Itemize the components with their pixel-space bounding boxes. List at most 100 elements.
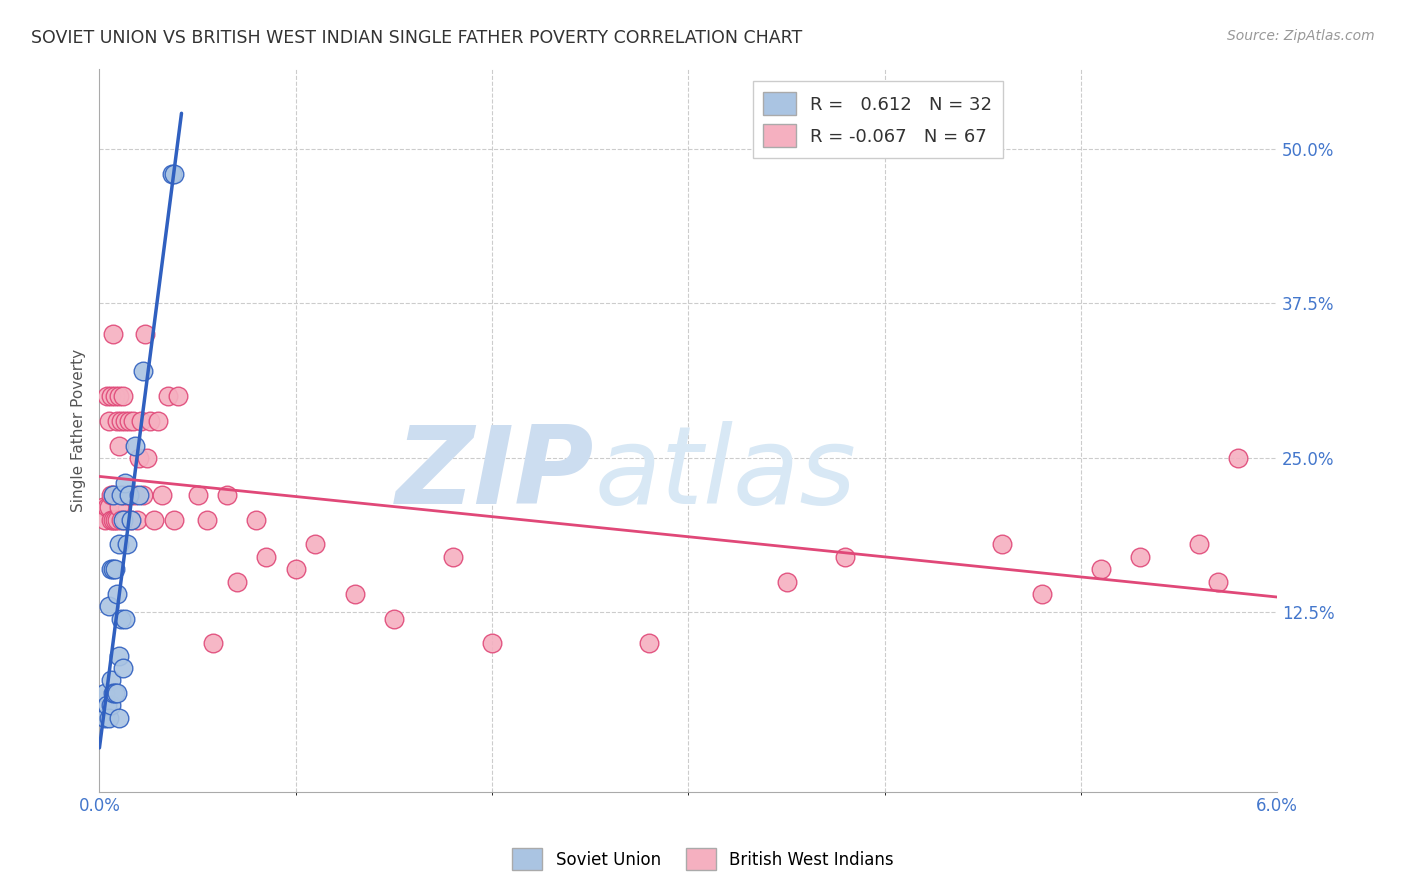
Point xyxy=(94,710,117,724)
Text: Source: ZipAtlas.com: Source: ZipAtlas.com xyxy=(1227,29,1375,43)
Point xyxy=(481,636,503,650)
Point xyxy=(118,414,141,428)
Text: ZIP: ZIP xyxy=(395,420,595,526)
Point xyxy=(111,488,134,502)
Point xyxy=(104,513,127,527)
Point xyxy=(304,537,326,551)
Point xyxy=(124,439,146,453)
Point xyxy=(111,661,134,675)
Point xyxy=(135,450,157,465)
Point xyxy=(108,500,131,515)
Point xyxy=(160,167,183,181)
Point xyxy=(143,513,166,527)
Point xyxy=(245,513,267,527)
Point xyxy=(1208,574,1230,589)
Point xyxy=(101,513,124,527)
Point xyxy=(94,513,117,527)
Point xyxy=(100,488,122,502)
Point xyxy=(96,698,118,713)
Point xyxy=(150,488,173,502)
Point xyxy=(638,636,661,650)
Point xyxy=(139,414,162,428)
Point xyxy=(104,562,127,576)
Point xyxy=(101,327,124,342)
Point xyxy=(167,389,190,403)
Point xyxy=(114,612,136,626)
Point xyxy=(104,389,127,403)
Point xyxy=(101,488,124,502)
Point xyxy=(111,513,134,527)
Point xyxy=(105,414,128,428)
Point xyxy=(121,414,143,428)
Point xyxy=(118,488,141,502)
Point xyxy=(108,389,131,403)
Point xyxy=(441,549,464,564)
Point xyxy=(1031,587,1053,601)
Point xyxy=(100,562,122,576)
Point xyxy=(134,327,156,342)
Point xyxy=(110,414,132,428)
Point xyxy=(124,488,146,502)
Point xyxy=(94,686,117,700)
Point xyxy=(105,513,128,527)
Point xyxy=(128,450,150,465)
Legend: Soviet Union, British West Indians: Soviet Union, British West Indians xyxy=(506,842,900,877)
Point xyxy=(110,612,132,626)
Point xyxy=(1188,537,1211,551)
Point xyxy=(148,414,170,428)
Point xyxy=(105,587,128,601)
Point xyxy=(100,673,122,688)
Point xyxy=(215,488,238,502)
Point xyxy=(108,710,131,724)
Point xyxy=(225,574,247,589)
Point xyxy=(100,389,122,403)
Point xyxy=(110,513,132,527)
Point xyxy=(187,488,209,502)
Point xyxy=(120,513,142,527)
Point xyxy=(108,648,131,663)
Text: SOVIET UNION VS BRITISH WEST INDIAN SINGLE FATHER POVERTY CORRELATION CHART: SOVIET UNION VS BRITISH WEST INDIAN SING… xyxy=(31,29,803,46)
Point xyxy=(343,587,366,601)
Point xyxy=(96,389,118,403)
Point xyxy=(115,488,138,502)
Point xyxy=(120,513,142,527)
Y-axis label: Single Father Poverty: Single Father Poverty xyxy=(72,349,86,512)
Point xyxy=(1129,549,1152,564)
Point xyxy=(163,513,186,527)
Point xyxy=(100,698,122,713)
Point xyxy=(115,537,138,551)
Point xyxy=(98,710,121,724)
Legend: R =   0.612   N = 32, R = -0.067   N = 67: R = 0.612 N = 32, R = -0.067 N = 67 xyxy=(752,81,1004,158)
Point xyxy=(98,500,121,515)
Point xyxy=(991,537,1014,551)
Point xyxy=(105,686,128,700)
Point xyxy=(254,549,277,564)
Point xyxy=(1090,562,1112,576)
Point xyxy=(114,513,136,527)
Point xyxy=(197,513,219,527)
Point xyxy=(163,167,186,181)
Point xyxy=(1227,450,1250,465)
Point xyxy=(775,574,797,589)
Point xyxy=(202,636,225,650)
Point xyxy=(98,414,121,428)
Point xyxy=(101,686,124,700)
Text: atlas: atlas xyxy=(595,421,856,526)
Point xyxy=(157,389,180,403)
Point xyxy=(382,612,405,626)
Point xyxy=(834,549,856,564)
Point xyxy=(101,488,124,502)
Point xyxy=(129,414,152,428)
Point xyxy=(111,389,134,403)
Point xyxy=(284,562,307,576)
Point xyxy=(108,439,131,453)
Point xyxy=(101,562,124,576)
Point xyxy=(128,488,150,502)
Point xyxy=(98,599,121,614)
Point xyxy=(120,488,142,502)
Point xyxy=(93,500,115,515)
Point xyxy=(104,686,127,700)
Point xyxy=(131,364,153,378)
Point xyxy=(125,513,148,527)
Point xyxy=(131,488,153,502)
